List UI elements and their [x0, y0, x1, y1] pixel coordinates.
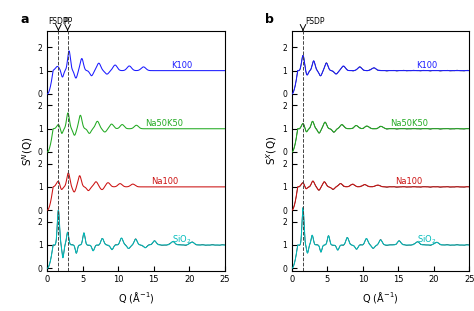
Text: FSDP: FSDP [49, 17, 68, 26]
Text: b: b [265, 13, 274, 26]
X-axis label: Q (Å$^{-1}$): Q (Å$^{-1}$) [362, 290, 399, 305]
Text: Na50K50: Na50K50 [390, 119, 428, 128]
Y-axis label: S$^{N}$(Q): S$^{N}$(Q) [20, 136, 35, 166]
Text: K100: K100 [172, 61, 193, 70]
X-axis label: Q (Å$^{-1}$): Q (Å$^{-1}$) [118, 290, 155, 305]
Text: Na100: Na100 [151, 177, 178, 186]
Text: SiO$_2$: SiO$_2$ [417, 234, 437, 246]
Text: K100: K100 [416, 61, 438, 70]
Y-axis label: S$^{X}$(Q): S$^{X}$(Q) [264, 136, 280, 165]
Text: SiO$_2$: SiO$_2$ [173, 234, 192, 246]
Text: a: a [21, 13, 29, 26]
Text: FSDP: FSDP [305, 17, 325, 26]
Text: PP: PP [63, 17, 72, 26]
Text: Na50K50: Na50K50 [146, 119, 183, 128]
Text: Na100: Na100 [395, 177, 423, 186]
